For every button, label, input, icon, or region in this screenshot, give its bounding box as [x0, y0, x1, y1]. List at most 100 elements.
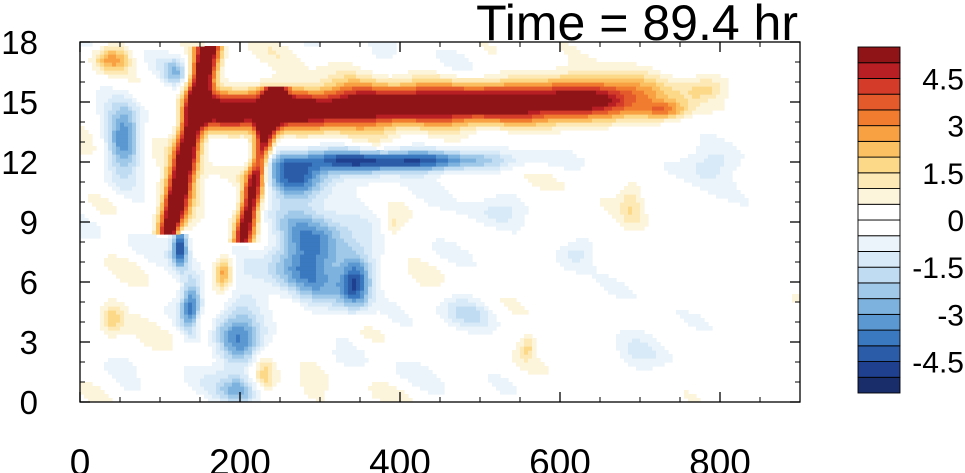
heatmap-cell [152, 150, 165, 155]
heatmap-cell [180, 310, 185, 315]
heatmap-cell [340, 290, 345, 295]
colorbar-box [857, 219, 901, 237]
heatmap-cell [552, 82, 605, 87]
heatmap-cell [96, 110, 105, 115]
heatmap-cell [260, 202, 265, 207]
heatmap-cell [528, 350, 533, 355]
heatmap-cell [200, 146, 205, 151]
heatmap-cell [108, 182, 117, 187]
heatmap-cell [228, 238, 233, 243]
heatmap-cell [248, 182, 253, 187]
heatmap-cell [636, 366, 653, 371]
heatmap-cell [208, 330, 213, 335]
heatmap-cell [244, 174, 249, 179]
heatmap-cell [628, 182, 637, 187]
heatmap-cell [160, 178, 165, 183]
heatmap-cell [364, 274, 369, 279]
heatmap-cell [184, 306, 189, 311]
heatmap-cell [288, 86, 293, 91]
heatmap-cell [508, 74, 561, 79]
heatmap-cell [344, 266, 353, 271]
heatmap-cell [448, 314, 457, 319]
heatmap-cell [316, 182, 321, 187]
heatmap-cell [620, 350, 629, 355]
heatmap-cell [236, 258, 245, 263]
heatmap-cell [236, 234, 241, 239]
heatmap-cell [252, 322, 261, 327]
heatmap-cell [132, 118, 137, 123]
heatmap-cell [300, 294, 313, 299]
heatmap-cell [100, 126, 105, 131]
heatmap-cell [188, 110, 529, 115]
heatmap-cell [176, 226, 181, 231]
heatmap-cell [504, 82, 553, 87]
heatmap-cell [208, 342, 217, 347]
heatmap-cell [280, 190, 285, 195]
heatmap-cell [220, 58, 225, 63]
heatmap-cell [368, 290, 373, 295]
heatmap-cell [256, 86, 261, 91]
heatmap-cell [716, 174, 733, 179]
heatmap-cell [204, 138, 209, 143]
heatmap-cell [272, 194, 277, 199]
heatmap-cell [284, 246, 289, 251]
heatmap-cell [396, 126, 421, 131]
heatmap-cell [292, 254, 301, 259]
heatmap-cell [260, 142, 269, 147]
heatmap-cell [188, 266, 193, 271]
heatmap-cell [172, 126, 177, 131]
heatmap-cell [168, 70, 173, 75]
heatmap-cell [252, 146, 257, 151]
heatmap-cell [232, 354, 245, 359]
heatmap-cell [640, 214, 649, 219]
heatmap-cell [100, 310, 105, 315]
heatmap-cell [308, 170, 313, 175]
heatmap-cell [676, 102, 681, 107]
heatmap-cell [268, 222, 273, 227]
heatmap-cell [684, 114, 693, 119]
heatmap-cell [324, 130, 341, 135]
heatmap-cell [188, 214, 193, 219]
heatmap-cell [364, 302, 369, 307]
heatmap-cell [500, 118, 533, 123]
heatmap-cell [120, 314, 125, 319]
heatmap-cell [200, 178, 205, 183]
heatmap-cell [400, 322, 413, 327]
heatmap-cell [228, 298, 237, 303]
heatmap-cell [268, 62, 305, 67]
heatmap-cell [296, 222, 309, 227]
heatmap-cell [464, 86, 485, 91]
heatmap-cell [672, 106, 677, 111]
heatmap-cell [532, 346, 537, 351]
heatmap-cell [620, 330, 645, 335]
heatmap-cell [100, 130, 105, 135]
heatmap-cell [460, 322, 489, 327]
heatmap-cell [244, 350, 253, 355]
heatmap-cell [472, 114, 485, 119]
heatmap-cell [284, 162, 313, 167]
heatmap-cell [312, 178, 321, 183]
heatmap-cell [196, 390, 209, 395]
heatmap-cell [104, 162, 109, 167]
heatmap-cell [280, 234, 285, 239]
heatmap-cell [220, 394, 229, 399]
heatmap-cell [296, 282, 305, 287]
heatmap-cell [280, 238, 285, 243]
heatmap-cell [252, 394, 257, 399]
heatmap-cell [360, 286, 365, 291]
heatmap-cell [300, 286, 313, 291]
heatmap-cell [484, 74, 509, 79]
heatmap-cell [388, 82, 401, 87]
heatmap-cell [532, 342, 537, 347]
heatmap-cell [336, 246, 353, 251]
heatmap-cell [268, 162, 273, 167]
heatmap-cell [156, 182, 161, 187]
heatmap-cell [168, 154, 173, 159]
heatmap-cell [188, 170, 193, 175]
colorbar-box [857, 62, 901, 79]
heatmap-cell [192, 190, 197, 195]
heatmap-cell [192, 318, 197, 323]
heatmap-cell [184, 258, 189, 263]
heatmap-cell [104, 134, 109, 139]
heatmap-cell [260, 158, 265, 163]
